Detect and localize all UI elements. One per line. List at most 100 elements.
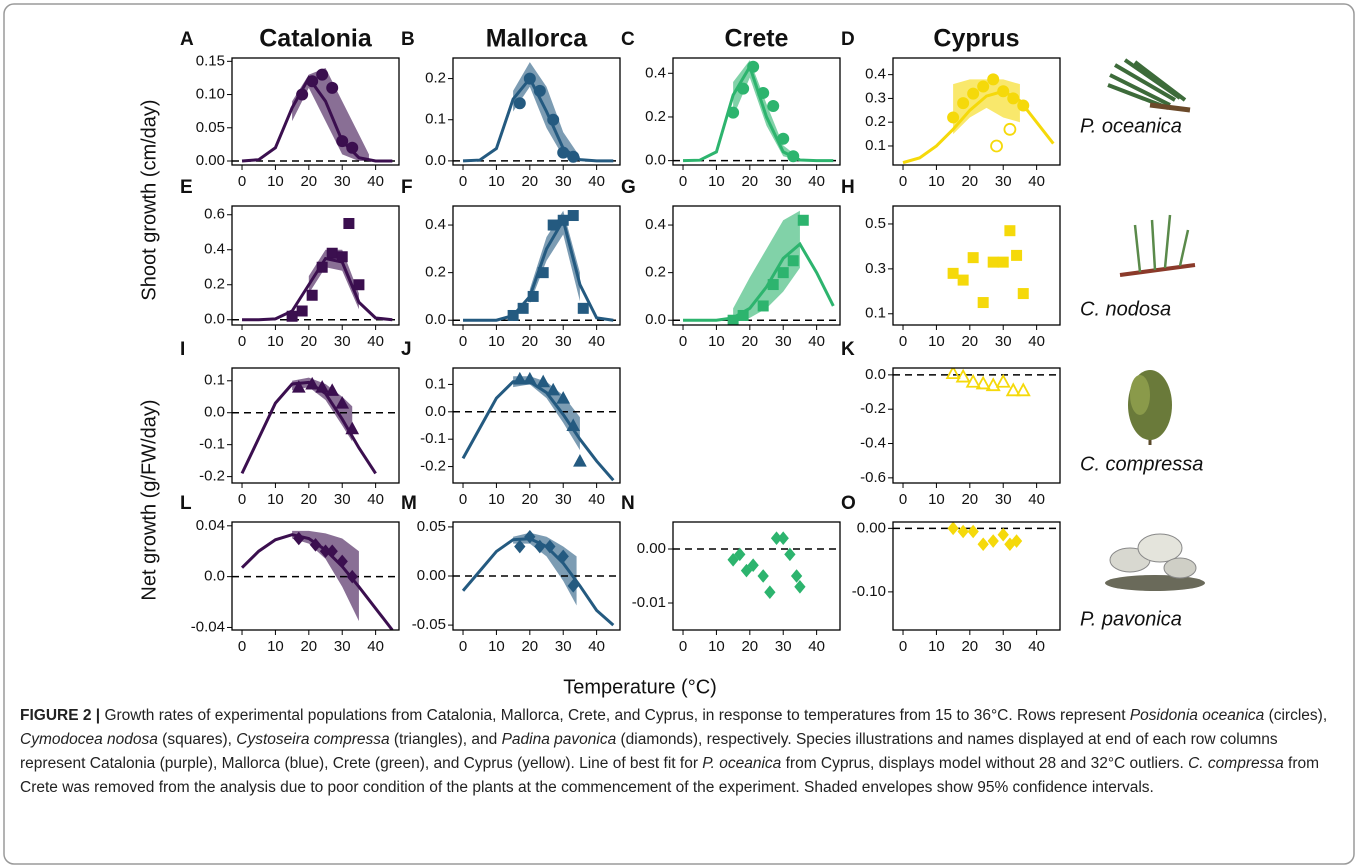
data-point: [306, 289, 318, 301]
panel: I -0.2 -0.1 0.0 0.1 0 10 20 30 40: [180, 339, 400, 508]
y-tick-label: 0.4: [645, 64, 666, 81]
caption-run: (triangles), and: [389, 731, 502, 748]
plot-area: [232, 376, 399, 475]
data-point: [566, 418, 581, 431]
data-point: [727, 553, 739, 567]
data-point: [326, 544, 338, 559]
x-tick-label: 30: [775, 638, 792, 655]
data-point: [990, 139, 1003, 153]
data-point: [1010, 534, 1023, 548]
y-tick-label: 0.0: [425, 311, 446, 328]
data-point: [346, 569, 358, 584]
x-tick-label: 0: [679, 638, 687, 655]
data-point: [335, 396, 350, 409]
x-tick-label: 10: [708, 333, 725, 350]
caption-run: Padina pavonica: [501, 731, 617, 748]
y-tick-label: 0.2: [645, 264, 666, 281]
confidence-band: [733, 210, 800, 321]
caption-run: FIGURE 2 |: [20, 707, 101, 724]
caption-run: C. compressa: [1188, 755, 1284, 772]
data-point: [977, 537, 989, 552]
plot-area: [232, 67, 399, 163]
data-point: [987, 534, 999, 548]
data-point: [316, 261, 328, 273]
panel: D 0.1 0.2 0.3 0.4 0 10 20 30 40: [841, 29, 1061, 190]
plot-frame: [452, 205, 621, 326]
y-tick-label: -0.4: [860, 434, 886, 451]
x-tick-label: 10: [488, 173, 505, 190]
fit-line: [461, 537, 615, 627]
panel-label: K: [841, 339, 855, 360]
data-point: [291, 380, 306, 393]
x-tick-label: 10: [928, 491, 945, 508]
panel: K -0.6 -0.4 -0.2 0.0 0 10 20 30 40: [841, 339, 1061, 508]
panel-label: M: [401, 493, 417, 514]
data-point: [794, 580, 806, 594]
x-tick-label: 0: [459, 173, 467, 190]
x-tick-label: 20: [741, 638, 758, 655]
data-point: [1017, 99, 1030, 112]
data-point: [343, 218, 355, 229]
data-point: [544, 539, 556, 554]
x-tick-label: 0: [899, 173, 907, 190]
x-tick-label: 20: [521, 491, 538, 508]
data-point: [567, 210, 579, 222]
data-point: [995, 373, 1011, 388]
y-tick-label: -0.1: [420, 430, 446, 447]
y-tick-label: 0.1: [425, 111, 446, 128]
data-point: [296, 305, 308, 317]
y-tick-label: 0.5: [865, 215, 886, 232]
x-tick-label: 10: [488, 491, 505, 508]
plot-area: [673, 210, 840, 325]
x-tick-label: 30: [775, 333, 792, 350]
caption-run: P. oceanica: [702, 755, 782, 772]
y-axis-label: Shoot growth (cm/day): [138, 99, 160, 300]
x-tick-label: 40: [808, 333, 825, 350]
plot-frame: [231, 521, 400, 631]
data-point: [567, 150, 580, 163]
y-tick-label: 0.4: [204, 241, 225, 258]
x-tick-label: 30: [555, 333, 572, 350]
x-tick-label: 20: [300, 333, 317, 350]
plot-frame: [231, 57, 400, 166]
x-tick-label: 0: [238, 333, 246, 350]
y-tick-label: 0.1: [865, 137, 886, 154]
y-tick-label: 0.0: [204, 568, 225, 585]
data-point: [787, 150, 800, 163]
y-tick-label: -0.2: [860, 400, 886, 417]
plot-area: [453, 529, 620, 627]
x-tick-label: 10: [928, 173, 945, 190]
data-point: [747, 60, 760, 73]
data-point: [514, 539, 526, 554]
y-tick-label: 0.0: [204, 311, 225, 328]
caption-run: from Cyprus, displays model without 28 a…: [781, 755, 1189, 772]
plot-area: [893, 368, 1060, 397]
x-tick-label: 10: [267, 173, 284, 190]
caption-run: Growth rates of experimental populations…: [100, 707, 1130, 724]
plot-frame: [892, 57, 1061, 166]
illustration-cystoseira: [1128, 370, 1172, 445]
data-point: [513, 97, 526, 110]
plot-area: [947, 225, 1029, 309]
x-tick-label: 40: [367, 333, 384, 350]
plot-area: [673, 531, 840, 599]
y-tick-label: 0.00: [417, 567, 446, 584]
data-point: [777, 531, 789, 545]
data-point: [967, 524, 979, 539]
x-tick-label: 30: [334, 491, 351, 508]
panel: A 0.00 0.05 0.10 0.15 0 10 20 30 40: [180, 29, 400, 190]
column-title: Catalonia: [259, 25, 373, 53]
fit-line: [902, 89, 1055, 165]
plot-frame: [672, 205, 841, 326]
x-tick-label: 20: [961, 491, 978, 508]
y-tick-label: 0.00: [857, 519, 886, 536]
x-tick-label: 0: [679, 173, 687, 190]
data-point: [737, 309, 749, 321]
x-axis-label: Temperature (°C): [563, 676, 717, 698]
y-tick-label: 0.2: [425, 70, 446, 87]
data-point: [536, 374, 551, 388]
panel-label: C: [621, 29, 635, 50]
x-tick-label: 0: [899, 638, 907, 655]
data-point: [957, 97, 970, 110]
data-point: [523, 72, 536, 85]
